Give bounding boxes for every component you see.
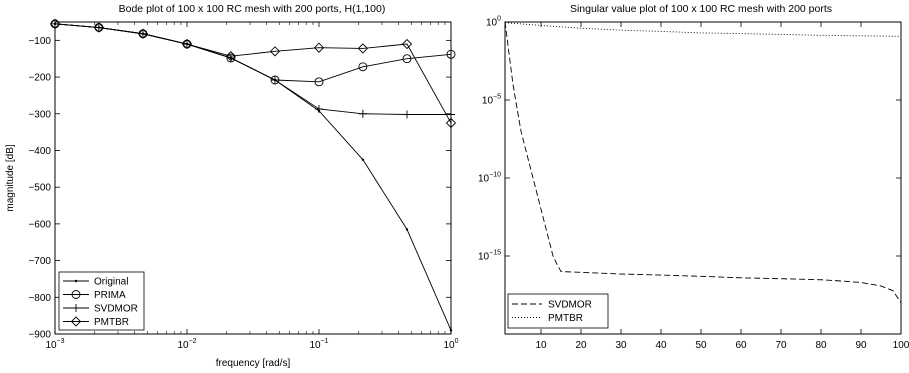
bode-y-tick-label: −100 [28, 36, 51, 47]
legend-label-pmtbr: PMTBR [548, 313, 583, 324]
bode-plot-title: Bode plot of 100 x 100 RC mesh with 200 … [119, 3, 386, 15]
data-point-svdmor [315, 104, 323, 113]
bode-x-tick-label: 10−3 [45, 338, 64, 351]
sv-y-tick-label: 10−15 [478, 250, 501, 263]
bode-y-axis-label: magnitude [dB] [5, 144, 16, 211]
bode-y-tick-label: −600 [28, 219, 51, 230]
singular-value-plot-area [504, 21, 902, 335]
bode-y-tick-label: −800 [28, 293, 51, 304]
sv-x-tick-label: 80 [815, 340, 827, 351]
sv-x-tick-label: 60 [735, 340, 747, 351]
bode-plot: Bode plot of 100 x 100 RC mesh with 200 … [5, 3, 459, 369]
bode-x-tick-label: 10−1 [309, 338, 328, 351]
singular-value-legend: SVDMOR PMTBR [507, 293, 609, 329]
sv-y-tick-label: 100 [486, 16, 501, 29]
sv-y-tick-label: 10−5 [482, 94, 501, 107]
data-point-svdmor [447, 110, 455, 119]
data-point-svdmor [358, 109, 367, 118]
data-point-original [361, 158, 365, 161]
bode-y-tick-label: −400 [28, 146, 51, 157]
sv-x-tick-label: 90 [855, 340, 867, 351]
data-point-pmtbr [357, 43, 369, 54]
singular-value-plot-title: Singular value plot of 100 x 100 RC mesh… [570, 3, 832, 15]
sv-x-tick-label: 10 [535, 340, 547, 351]
data-point-pmtbr [225, 51, 237, 62]
data-point-pmtbr [269, 46, 281, 57]
bode-y-tick-label: −300 [28, 109, 51, 120]
legend-label-original: Original [94, 277, 128, 288]
data-point-pmtbr [49, 18, 61, 29]
data-point-pmtbr [313, 42, 325, 53]
data-point-pmtbr [401, 38, 413, 50]
legend-box [507, 293, 609, 329]
sv-x-tick-label: 70 [775, 340, 787, 351]
sv-x-tick-label: 100 [893, 340, 909, 351]
data-point-svdmor [402, 110, 411, 119]
sv-x-tick-label: 40 [655, 340, 667, 351]
data-point-prima [314, 77, 324, 87]
data-point-pmtbr [181, 38, 193, 50]
data-point-pmtbr [93, 22, 105, 33]
bode-y-tick-label: −500 [28, 183, 51, 194]
data-point-pmtbr [137, 28, 149, 39]
legend-label-pmtbr: PMTBR [94, 317, 129, 328]
bode-x-tick-label: 10−2 [177, 338, 196, 351]
sv-x-tick-label: 30 [615, 340, 627, 351]
bode-x-tick-label: 100 [443, 338, 458, 351]
bode-legend: Original PRIMA SVDMOR PMTBR [58, 271, 145, 331]
legend-marker-original [74, 279, 78, 283]
bode-y-tick-label: −700 [28, 256, 51, 267]
legend-marker-svdmor [72, 304, 80, 312]
legend-label-prima: PRIMA [94, 290, 126, 301]
legend-label-svdmor: SVDMOR [94, 304, 138, 315]
bode-x-axis-label: frequency [rad/s] [216, 358, 291, 369]
data-point-original [449, 329, 453, 332]
data-point-original [405, 228, 409, 231]
legend-label-svdmor: SVDMOR [548, 300, 592, 311]
data-point-svdmor [270, 75, 279, 84]
sv-x-tick-label: 50 [695, 340, 707, 351]
bode-y-tick-label: −200 [28, 73, 51, 84]
data-point-prima [446, 49, 456, 59]
sv-y-tick-label: 10−10 [478, 172, 501, 185]
singular-value-plot: Singular value plot of 100 x 100 RC mesh… [478, 3, 909, 351]
bode-y-tick-label: −900 [28, 330, 51, 341]
data-point-prima [358, 62, 368, 72]
legend-marker-pmtbr [70, 316, 82, 327]
series-line-svdmor [504, 21, 902, 304]
data-point-pmtbr [445, 117, 457, 129]
series-line-pmtbr [54, 23, 452, 124]
sv-x-tick-label: 20 [575, 340, 587, 351]
legend-marker-prima [71, 290, 81, 299]
data-point-prima [402, 54, 412, 64]
